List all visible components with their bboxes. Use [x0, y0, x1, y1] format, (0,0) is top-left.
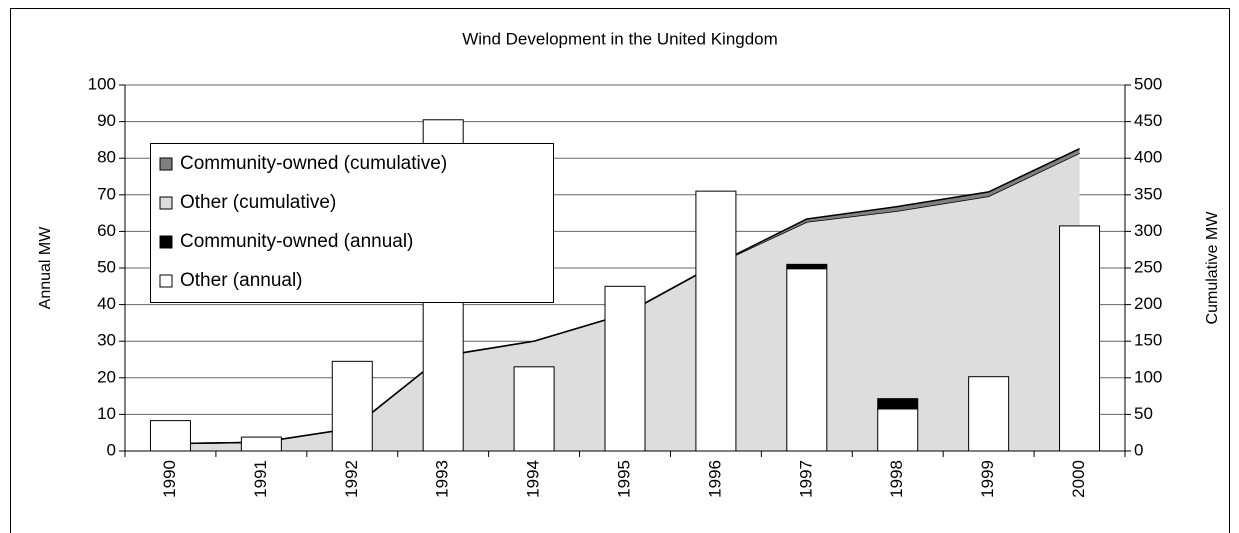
y-tick-label: 90	[97, 111, 116, 130]
legend-label: Other (annual)	[180, 270, 303, 291]
y2-tick-label: 400	[1134, 148, 1162, 167]
x-tick-label: 1997	[796, 460, 815, 498]
y-tick-label: 70	[97, 184, 116, 203]
y2-tick-label: 450	[1134, 111, 1162, 130]
bar	[604, 285, 646, 452]
bar	[240, 436, 282, 452]
x-tick-label: 1992	[342, 460, 361, 498]
bar	[786, 268, 828, 452]
legend-swatch	[159, 196, 173, 210]
legend-label: Other (cumulative)	[180, 192, 336, 213]
bar	[149, 420, 191, 452]
y-axis-title: Annual MW	[37, 226, 54, 310]
y2-tick-label: 50	[1134, 404, 1153, 423]
chart-title: Wind Development in the United Kingdom	[462, 29, 778, 48]
legend-swatch	[159, 274, 173, 288]
x-tick-label: 1990	[160, 460, 179, 498]
bar	[331, 360, 373, 452]
y-tick-label: 0	[107, 440, 116, 459]
y-tick-label: 30	[97, 331, 116, 350]
bar	[1059, 225, 1101, 452]
x-tick-label: 1993	[433, 460, 452, 498]
y-tick-label: 60	[97, 221, 116, 240]
y2-tick-label: 150	[1134, 331, 1162, 350]
legend	[150, 143, 554, 303]
x-tick-label: 1995	[614, 460, 633, 498]
y2-tick-label: 100	[1134, 367, 1162, 386]
x-tick-label: 1991	[251, 460, 270, 498]
y2-axis-title: Cumulative MW	[1204, 211, 1221, 325]
y-tick-label: 10	[97, 404, 116, 423]
x-tick-label: 2000	[1069, 460, 1088, 498]
y-tick-label: 80	[97, 148, 116, 167]
bar	[513, 366, 555, 452]
y2-tick-label: 500	[1134, 74, 1162, 93]
legend-swatch	[159, 235, 173, 249]
y2-tick-label: 350	[1134, 184, 1162, 203]
y-tick-label: 50	[97, 257, 116, 276]
bar	[695, 190, 737, 452]
bar	[786, 263, 828, 270]
y-tick-label: 100	[88, 74, 116, 93]
y-tick-label: 40	[97, 294, 116, 313]
y2-tick-label: 0	[1134, 440, 1143, 459]
bar	[877, 398, 919, 410]
x-tick-label: 1996	[705, 460, 724, 498]
y2-tick-label: 250	[1134, 257, 1162, 276]
x-tick-label: 1999	[978, 460, 997, 498]
legend-label: Community-owned (cumulative)	[180, 153, 447, 174]
y2-tick-label: 300	[1134, 221, 1162, 240]
y2-tick-label: 200	[1134, 294, 1162, 313]
legend-label: Community-owned (annual)	[180, 231, 413, 252]
bar	[968, 376, 1010, 452]
legend-swatch	[159, 157, 173, 171]
y-tick-label: 20	[97, 367, 116, 386]
x-tick-label: 1994	[524, 460, 543, 498]
area	[170, 153, 1080, 452]
bar	[877, 408, 919, 452]
x-tick-label: 1998	[887, 460, 906, 498]
